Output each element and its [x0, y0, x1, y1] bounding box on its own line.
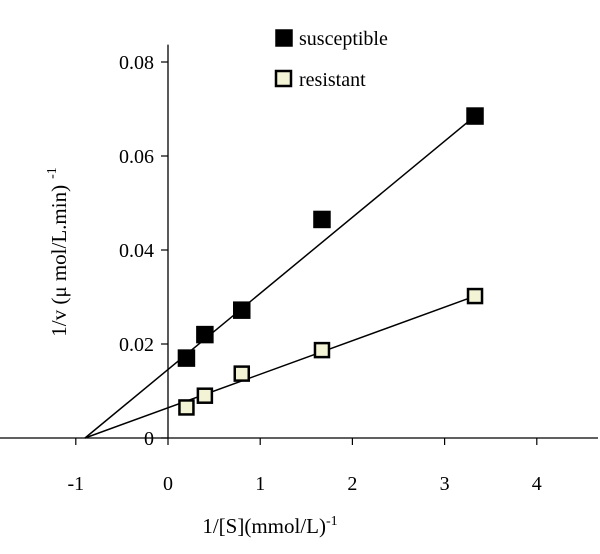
marker-susceptible	[466, 107, 484, 125]
marker-susceptible	[177, 349, 196, 367]
marker-resistant	[313, 341, 331, 359]
fit-line-susceptible	[84, 115, 476, 439]
y-tick-label: 0.02	[119, 334, 154, 356]
legend-label-susceptible: susceptible	[299, 28, 388, 50]
y-tick-label: 0.08	[119, 52, 154, 74]
legend-marker-susceptible	[275, 29, 293, 47]
fit-lines	[84, 115, 476, 439]
y-tick-label: 0.06	[119, 146, 154, 168]
y-tick-label: 0.04	[119, 240, 154, 262]
y-axis-title-text: 1/v (μ mol/L.min)	[47, 185, 71, 337]
x-tick-label: -1	[67, 473, 84, 495]
fit-line-resistant	[84, 295, 476, 439]
marker-resistant	[178, 399, 195, 416]
y-axis-title-superscript: -1	[45, 167, 60, 179]
marker-resistant	[466, 287, 484, 305]
y-tick-label: 0	[144, 428, 154, 450]
y-axis-title: 1/v (μ mol/L.min) -1	[45, 167, 71, 337]
marker-resistant	[233, 365, 251, 382]
marker-susceptible	[313, 210, 331, 229]
x-tick-label: 4	[532, 473, 542, 495]
data-markers	[177, 107, 484, 416]
x-tick-label: 3	[440, 473, 450, 495]
x-axis-title-superscript: -1	[326, 514, 338, 529]
legend-label-resistant: resistant	[299, 69, 366, 91]
x-tick-label: 1	[255, 473, 265, 495]
x-tick-label: 2	[347, 473, 357, 495]
marker-susceptible	[196, 325, 214, 344]
marker-susceptible	[233, 301, 251, 319]
legend-marker-resistant	[274, 69, 293, 88]
x-axis-title: 1/[S](mmol/L)-1	[202, 514, 337, 538]
axes	[0, 44, 598, 445]
tick-labels: -1 0 1 2 3 4 0 0.02 0.04 0.06 0.08	[67, 52, 541, 495]
marker-resistant	[196, 387, 214, 404]
x-axis-title-text: 1/[S](mmol/L)	[202, 514, 326, 538]
legend: susceptible resistant	[274, 28, 388, 91]
x-tick-label: 0	[163, 473, 173, 495]
